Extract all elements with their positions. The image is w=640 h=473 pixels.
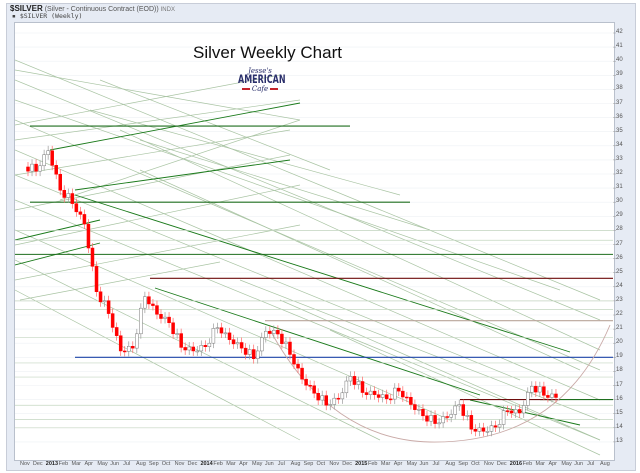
x-tick-label: Nov (20, 461, 30, 467)
chart-header: $SILVER (Silver - Continuous Contract (E… (10, 4, 175, 22)
x-tick-label: Jun (419, 461, 429, 467)
y-tick-label: 20 (616, 339, 623, 346)
x-tick-label: Jun (110, 461, 120, 467)
y-tick-label: 42 (616, 29, 623, 35)
x-tick-label: Mar (380, 461, 391, 467)
y-tick-label: 29 (616, 212, 623, 219)
x-tick-label: 2013 (45, 461, 59, 467)
y-tick-label: 18 (616, 367, 623, 374)
y-tick-label: 24 (616, 282, 623, 289)
y-tick-label: 32 (616, 170, 623, 176)
y-tick-label: 17 (616, 381, 623, 388)
symbol: $SILVER (10, 4, 43, 13)
x-tick-label: Dec (32, 461, 43, 467)
x-tick-label: Feb (522, 461, 533, 467)
american-cafe-logo: Jesse's AMERICAN Cafe (238, 67, 286, 103)
y-tick-label: 35 (616, 127, 623, 134)
x-tick-label: Jun (264, 461, 274, 467)
x-tick-label: Aug (600, 461, 610, 467)
x-tick-label: Jul (123, 461, 131, 467)
x-tick-label: Jun (574, 461, 584, 467)
x-tick-label: Feb (213, 461, 223, 467)
exchange: INDX (160, 7, 175, 13)
x-tick-label: Nov (174, 461, 185, 467)
logo-line3: Cafe (238, 85, 282, 94)
x-axis: Nov Dec 2013 Feb Mar Apr May Jun Jul Aug Sep Oct Nov… (14, 461, 614, 471)
series-legend: ▪ $SILVER (Weekly) (12, 12, 82, 20)
symbol-description: (Silver - Continuous Contract (EOD)) (44, 6, 159, 13)
x-tick-label: Apr (239, 461, 248, 467)
chart-title: Silver Weekly Chart (193, 43, 342, 62)
y-tick-label: 26 (616, 254, 623, 261)
y-tick-label: 28 (616, 226, 623, 233)
x-tick-label: May (561, 461, 572, 467)
y-tick-label: 19 (616, 353, 623, 360)
x-tick-label: 2016 (509, 461, 523, 467)
x-tick-label: Sep (148, 461, 159, 467)
x-tick-label: Aug (136, 461, 146, 467)
x-tick-label: Jul (277, 461, 285, 467)
logo-line1: Jesse's (248, 67, 272, 75)
x-tick-label: Apr (84, 461, 93, 467)
x-tick-label: Dec (496, 461, 507, 467)
x-tick-label: Mar (226, 461, 236, 467)
series-label: $SILVER (Weekly) (19, 12, 83, 20)
y-tick-label: 36 (616, 113, 623, 120)
x-tick-label: Sep (303, 461, 314, 467)
y-tick-label: 41 (616, 43, 623, 50)
y-tick-label: 37 (616, 99, 623, 106)
x-tick-label: Oct (161, 461, 171, 467)
x-tick-label: Nov (329, 461, 340, 467)
x-tick-label: 2014 (200, 461, 213, 467)
y-tick-label: 40 (616, 57, 623, 64)
y-tick-label: 34 (616, 141, 623, 148)
x-tick-label: Aug (290, 461, 301, 467)
y-tick-label: 22 (616, 311, 623, 317)
y-tick-label: 21 (616, 325, 623, 332)
x-tick-label: Dec (342, 461, 352, 467)
x-tick-label: Dec (187, 461, 198, 467)
logo-line2: AMERICAN (238, 73, 286, 86)
x-tick-label: Sep (458, 461, 469, 467)
x-tick-label: Feb (58, 461, 69, 467)
x-tick-label: Jul (587, 461, 595, 467)
x-tick-label: May (252, 461, 263, 467)
y-tick-label: 14 (616, 423, 623, 430)
x-tick-label: Oct (316, 461, 325, 467)
x-tick-label: Nov (484, 461, 494, 467)
y-tick-label: 38 (616, 85, 623, 92)
x-tick-label: Mar (71, 461, 82, 467)
x-tick-label: Feb (368, 461, 378, 467)
x-tick-label: May (97, 461, 108, 467)
y-tick-label: 25 (616, 268, 623, 275)
y-tick-label: 15 (616, 409, 623, 416)
x-tick-label: Mar (535, 461, 546, 467)
x-tick-label: Oct (471, 461, 480, 467)
x-tick-label: Apr (548, 461, 557, 467)
y-tick-label: 23 (616, 296, 623, 303)
x-tick-label: 2015 (355, 461, 368, 467)
y-tick-label: 31 (616, 184, 623, 191)
x-tick-label: Aug (445, 461, 456, 467)
y-tick-label: 30 (616, 198, 623, 205)
y-tick-label: 13 (616, 437, 623, 444)
y-tick-label: 33 (616, 155, 623, 162)
y-tick-label: 27 (616, 240, 623, 247)
y-tick-label: 39 (616, 71, 623, 78)
y-tick-label: 16 (616, 395, 623, 402)
candle-legend-icon: ▪ (12, 12, 20, 20)
x-tick-label: Jul (432, 461, 440, 467)
x-tick-label: Apr (393, 461, 403, 467)
x-tick-label: May (406, 461, 418, 467)
